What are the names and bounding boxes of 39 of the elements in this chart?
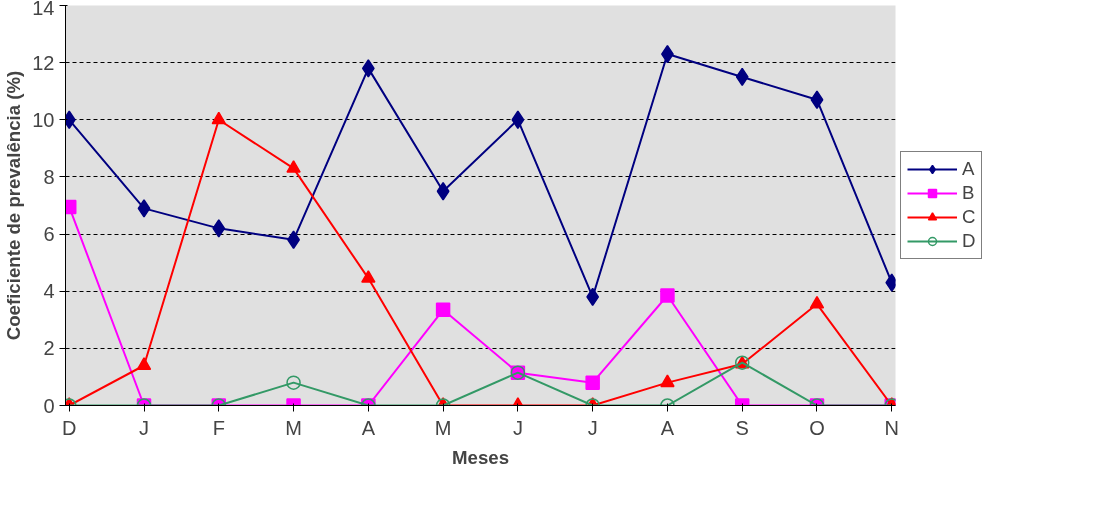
y-tick-label: 8 [43, 165, 55, 188]
x-tick-label: D [62, 416, 77, 439]
y-tick-label: 6 [43, 223, 55, 246]
point [211, 111, 227, 125]
point [809, 295, 825, 309]
legend-label: A [962, 158, 975, 180]
x-tick-label: A [660, 416, 675, 439]
point [511, 110, 525, 130]
y-tick-label: 2 [43, 337, 55, 360]
y-tick-label: 14 [32, 0, 55, 19]
point [660, 374, 675, 388]
point [212, 219, 226, 238]
x-axis-title: Meses [451, 446, 510, 468]
point [810, 90, 824, 110]
x-tick-label: J [587, 416, 598, 439]
x-tick-label: J [139, 416, 150, 439]
point [361, 270, 376, 283]
legend-label: C [962, 206, 976, 228]
x-tick-label: M [285, 416, 302, 439]
x-tick-label: A [361, 416, 376, 439]
point [361, 59, 375, 78]
point [286, 160, 301, 173]
legend-label: B [962, 182, 975, 204]
y-tick-label: 12 [32, 51, 55, 74]
point [136, 357, 152, 370]
y-tick-label: 10 [32, 108, 55, 131]
legend-label: D [962, 230, 976, 252]
x-tick-label: F [212, 416, 225, 439]
x-tick-label: J [512, 416, 523, 439]
point [436, 181, 450, 201]
point [735, 67, 749, 87]
y-axis-title: Coeficiente de prevalência (%) [3, 70, 25, 341]
x-tick-label: S [735, 416, 749, 439]
x-tick-label: N [884, 416, 899, 439]
point [137, 199, 151, 218]
x-tick-label: O [809, 416, 825, 439]
x-tick-label: M [434, 416, 452, 439]
y-tick-label: 4 [43, 280, 55, 303]
y-tick-label: 0 [43, 394, 55, 417]
